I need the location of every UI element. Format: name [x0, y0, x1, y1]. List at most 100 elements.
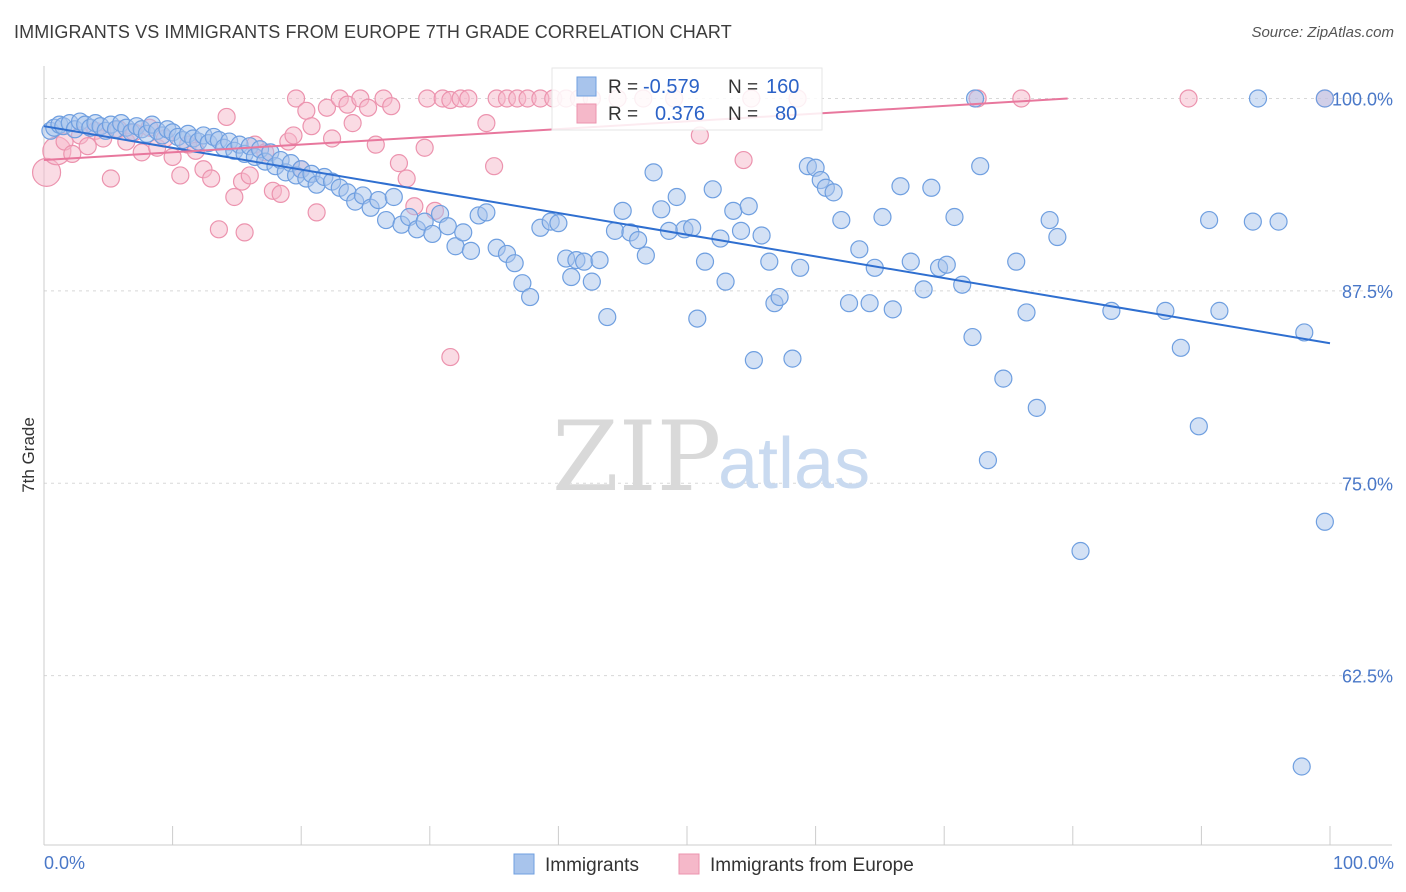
europe-point — [459, 89, 478, 108]
immigrants-point — [1027, 398, 1046, 417]
immigrants-point — [703, 180, 722, 199]
europe-point — [477, 114, 496, 133]
immigrants-point — [760, 252, 779, 271]
legend-label-immigrants-from-europe: Immigrants from Europe — [710, 855, 914, 876]
immigrants-point — [744, 351, 763, 370]
europe-point — [284, 126, 303, 145]
immigrants-point — [667, 187, 686, 207]
x-tick-label-max: 100.0% — [1333, 853, 1394, 873]
bottom-legend: Immigrants Immigrants from Europe — [513, 853, 914, 876]
y-tick-label: 87.5% — [1342, 282, 1393, 302]
y-tick-label: 100.0% — [1332, 89, 1393, 109]
immigrants-point — [1315, 89, 1334, 108]
immigrants-point — [652, 200, 671, 219]
immigrants-point — [629, 230, 648, 250]
immigrants-point — [1007, 252, 1026, 271]
legend-swatch-immigrants — [513, 853, 535, 875]
immigrants-point — [791, 258, 810, 277]
immigrants-point — [549, 214, 568, 233]
europe-point — [1012, 89, 1031, 108]
immigrants-point — [945, 207, 964, 227]
europe-point — [389, 154, 409, 173]
immigrants-point — [1048, 227, 1067, 247]
immigrants-point — [978, 451, 998, 470]
immigrants-point — [716, 272, 735, 291]
immigrants-point — [1017, 303, 1036, 322]
europe-point — [485, 157, 504, 176]
immigrants-point — [376, 210, 396, 230]
y-tick-labels: 100.0% 87.5% 75.0% 62.5% — [1332, 89, 1393, 686]
stats-r-value-1: -0.579 — [643, 76, 700, 98]
europe-point — [397, 169, 416, 188]
y-tick-label: 75.0% — [1342, 474, 1393, 494]
immigrants-point — [461, 241, 481, 260]
immigrants-point — [598, 307, 617, 327]
immigrants-point — [839, 294, 859, 313]
immigrants-point — [739, 197, 758, 216]
immigrants-point — [832, 210, 851, 230]
immigrants-point — [613, 201, 632, 220]
europe-point — [358, 98, 378, 117]
immigrants-point — [731, 221, 751, 240]
europe-point — [286, 89, 306, 108]
immigrants-point — [1171, 338, 1190, 357]
watermark-atlas: atlas — [718, 424, 870, 504]
immigrants-point — [562, 267, 581, 287]
source-label: Source: ZipAtlas.com — [1251, 24, 1394, 41]
immigrants-point — [922, 178, 941, 197]
immigrants-point — [644, 163, 663, 182]
y-tick-label: 62.5% — [1342, 667, 1393, 687]
immigrants-point — [590, 250, 609, 270]
stats-legend-box — [551, 67, 823, 131]
x-tick-label-min: 0.0% — [44, 853, 85, 873]
stats-n-value-1: 160 — [766, 76, 799, 98]
immigrants-point — [423, 224, 442, 244]
chart-title: IMMIGRANTS VS IMMIGRANTS FROM EUROPE 7TH… — [14, 22, 732, 42]
europe-point — [343, 114, 362, 133]
immigrants-point — [873, 207, 892, 227]
stats-n-label-1: N = — [728, 77, 758, 98]
europe-point — [225, 187, 244, 207]
europe-point — [441, 347, 460, 367]
europe-point — [317, 98, 337, 117]
immigrants-point — [770, 287, 789, 307]
europe-point — [1179, 89, 1198, 108]
europe-point — [297, 101, 316, 120]
stats-n-label-2: N = — [728, 104, 758, 125]
immigrants-point — [1200, 210, 1219, 230]
immigrants-point — [1315, 512, 1334, 531]
europe-point — [271, 184, 290, 204]
immigrants-point — [901, 252, 920, 271]
europe-point — [78, 137, 97, 156]
y-axis-title: 7th Grade — [19, 417, 38, 493]
immigrants-point — [521, 287, 540, 307]
watermark: ZIP atlas — [552, 401, 870, 513]
europe-point — [240, 166, 259, 185]
watermark-zip: ZIP — [552, 401, 721, 513]
europe-point — [209, 220, 228, 239]
immigrants-point — [994, 369, 1013, 388]
immigrants-point — [575, 252, 594, 271]
trend-line-immigrants — [43, 125, 1331, 345]
immigrants-point — [1071, 541, 1090, 561]
immigrants-point — [883, 300, 902, 319]
europe-point — [202, 169, 221, 188]
immigrants-point — [1248, 89, 1268, 108]
europe-point — [101, 169, 120, 188]
stats-swatch-blue — [576, 76, 597, 97]
series-immigrants — [41, 89, 1334, 776]
immigrants-point — [695, 252, 715, 271]
stats-r-label-1: R = — [608, 77, 638, 98]
immigrants-point — [1269, 212, 1288, 231]
europe-point — [418, 89, 437, 108]
immigrants-point — [438, 217, 457, 236]
europe-point — [382, 97, 401, 116]
europe-point — [734, 150, 753, 170]
immigrants-point — [505, 254, 524, 273]
immigrants-point — [953, 275, 972, 294]
legend-swatch-immigrants-from-europe — [678, 853, 700, 875]
immigrants-point — [860, 294, 879, 313]
immigrants-point — [688, 309, 707, 328]
immigrants-point — [752, 226, 771, 245]
